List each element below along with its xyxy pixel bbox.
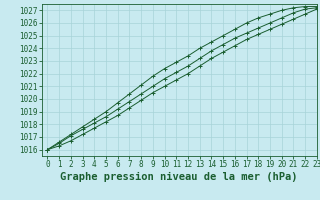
- X-axis label: Graphe pression niveau de la mer (hPa): Graphe pression niveau de la mer (hPa): [60, 172, 298, 182]
